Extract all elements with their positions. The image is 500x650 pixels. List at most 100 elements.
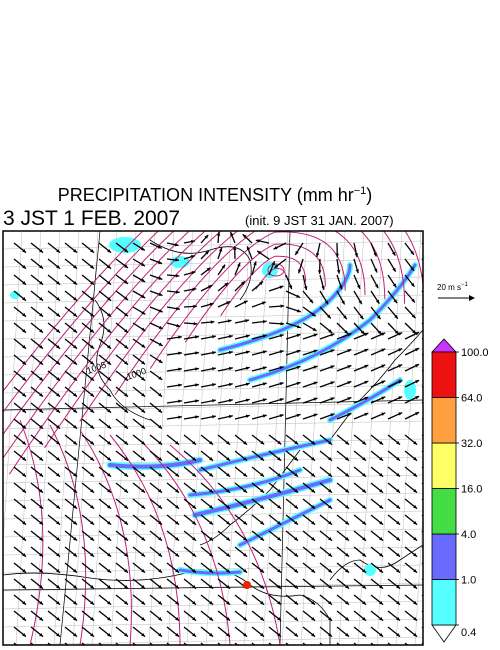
wind-head [56, 265, 61, 269]
wind-head [379, 441, 384, 445]
wind-head [211, 335, 216, 339]
wind-head [296, 349, 301, 354]
wind-head [328, 457, 333, 461]
wind-head [396, 489, 401, 493]
wind-head [345, 537, 350, 541]
wind-head [245, 319, 249, 323]
wind-head [22, 617, 27, 621]
wind-head [124, 312, 129, 317]
wind-head [56, 393, 61, 397]
wind-head [56, 441, 61, 445]
wind-head [226, 569, 231, 573]
wind-head [39, 489, 44, 493]
grid-line [262, 231, 289, 645]
wind-head [90, 361, 95, 365]
wind-head [39, 377, 44, 381]
wind-head [141, 425, 146, 429]
wind-head [158, 585, 163, 589]
wind-head [311, 440, 316, 445]
wind-head [141, 360, 146, 365]
wind-head [124, 569, 129, 573]
wind-head [415, 380, 420, 384]
wind-head [73, 473, 78, 477]
wind-head [192, 441, 197, 445]
wind-head [192, 287, 197, 292]
wind-head [73, 633, 78, 637]
wind-head [277, 617, 282, 621]
precip-band [218, 263, 352, 352]
wind-head [243, 440, 248, 445]
wind-head [158, 441, 163, 445]
wind-head [392, 267, 396, 272]
wind-head [294, 473, 299, 477]
wind-head [345, 601, 350, 605]
wind-head [245, 398, 250, 402]
wind-head [274, 264, 279, 268]
wind-head [394, 314, 398, 319]
wind-head [413, 553, 418, 557]
wind-head [347, 381, 352, 385]
wind-head [39, 409, 44, 413]
grid-line [3, 231, 23, 550]
wind-head [211, 399, 216, 403]
wind-head [39, 281, 44, 285]
grid-line [3, 438, 423, 448]
wind-head [345, 457, 350, 461]
wind-head [398, 396, 403, 400]
wind-head [90, 617, 95, 621]
wind-head [107, 441, 112, 445]
wind-head [73, 313, 78, 317]
colorbar-segment [431, 442, 457, 489]
wind-head [362, 505, 367, 509]
wind-head [379, 633, 384, 637]
wind-head [56, 345, 61, 349]
wind-head [379, 585, 384, 589]
grid-line [3, 276, 423, 286]
colorbar-over [431, 338, 457, 353]
wind-head [294, 457, 299, 461]
wind-head [107, 601, 112, 605]
wind-head [73, 377, 78, 381]
init-time: (init. 9 JST 31 JAN. 2007) [245, 213, 394, 228]
wind-head [317, 270, 322, 274]
wind-head [39, 249, 44, 253]
wind-head [260, 489, 265, 493]
wind-head [221, 264, 226, 269]
wind-head [195, 351, 199, 355]
wind-head [396, 617, 401, 621]
wind-head [226, 585, 231, 589]
grid-line [491, 231, 500, 645]
wind-head [412, 330, 416, 334]
wind-head [226, 617, 231, 621]
wind-head [230, 231, 234, 236]
wind-head [158, 325, 163, 329]
wind-head [124, 329, 129, 333]
isobar [79, 231, 386, 422]
wind-head [241, 281, 245, 286]
wind-head [208, 285, 213, 289]
wind-head [158, 393, 163, 397]
wind-head [22, 281, 27, 285]
wind-head [22, 537, 27, 541]
wind-head [175, 601, 180, 605]
wind-head [294, 521, 299, 525]
wind-head [209, 441, 214, 445]
grid-line [224, 231, 251, 645]
wind-head [313, 397, 318, 401]
wind-head [398, 412, 403, 416]
wind-head [328, 473, 333, 477]
wind-head [22, 473, 27, 477]
wind-head [175, 258, 179, 262]
reference-label-text: 20 m s [437, 283, 461, 292]
grid-line [3, 384, 423, 394]
wind-head [90, 585, 95, 589]
wind-head [73, 425, 78, 429]
wind-head [39, 633, 44, 637]
wind-head [195, 415, 199, 419]
wind-head [195, 367, 199, 371]
wind-head [364, 396, 369, 401]
wind-head [124, 537, 129, 541]
wind-head [311, 521, 316, 525]
wind-head [413, 441, 418, 445]
wind-head [73, 457, 78, 461]
